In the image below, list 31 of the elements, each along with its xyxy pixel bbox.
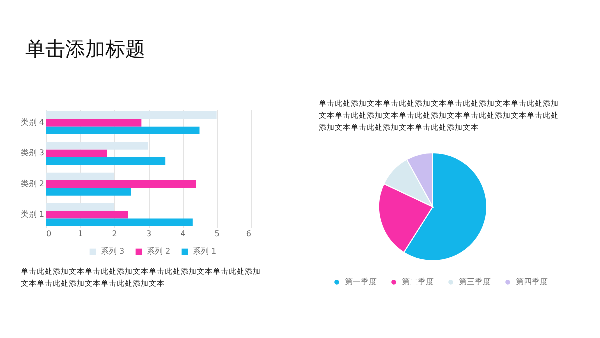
bar [46, 211, 128, 219]
x-tick-label: 5 [214, 230, 220, 238]
bar [46, 112, 217, 120]
legend-label: 第四季度 [516, 277, 548, 286]
bar [46, 218, 193, 226]
bar [46, 203, 114, 212]
y-tick-label: 类别 1 [20, 210, 44, 219]
bar [46, 119, 142, 127]
chart-title: 单击添加标题 [25, 37, 146, 61]
legend-label: 第二季度 [402, 277, 434, 286]
x-tick-label: 0 [46, 230, 52, 238]
legend-label: 系列 1 [193, 247, 217, 256]
y-tick-label: 类别 3 [20, 148, 44, 158]
bar [46, 188, 132, 196]
x-tick-label: 6 [246, 230, 252, 238]
bar [46, 126, 200, 135]
bar [46, 158, 166, 166]
legend-label: 系列 2 [147, 247, 171, 256]
x-tick-label: 3 [146, 230, 152, 238]
legend-label: 系列 3 [101, 247, 125, 256]
x-tick-label: 2 [112, 230, 118, 238]
bar [46, 180, 196, 188]
legend-label: 第三季度 [459, 277, 491, 286]
y-tick-label: 类别 2 [20, 179, 44, 188]
x-tick-label: 4 [180, 230, 186, 238]
bar [46, 142, 148, 150]
y-tick-label: 类别 4 [20, 118, 44, 128]
legend-label: 第一季度 [345, 277, 377, 286]
x-tick-label: 1 [78, 230, 84, 238]
bar [46, 150, 108, 158]
bar [46, 172, 114, 180]
